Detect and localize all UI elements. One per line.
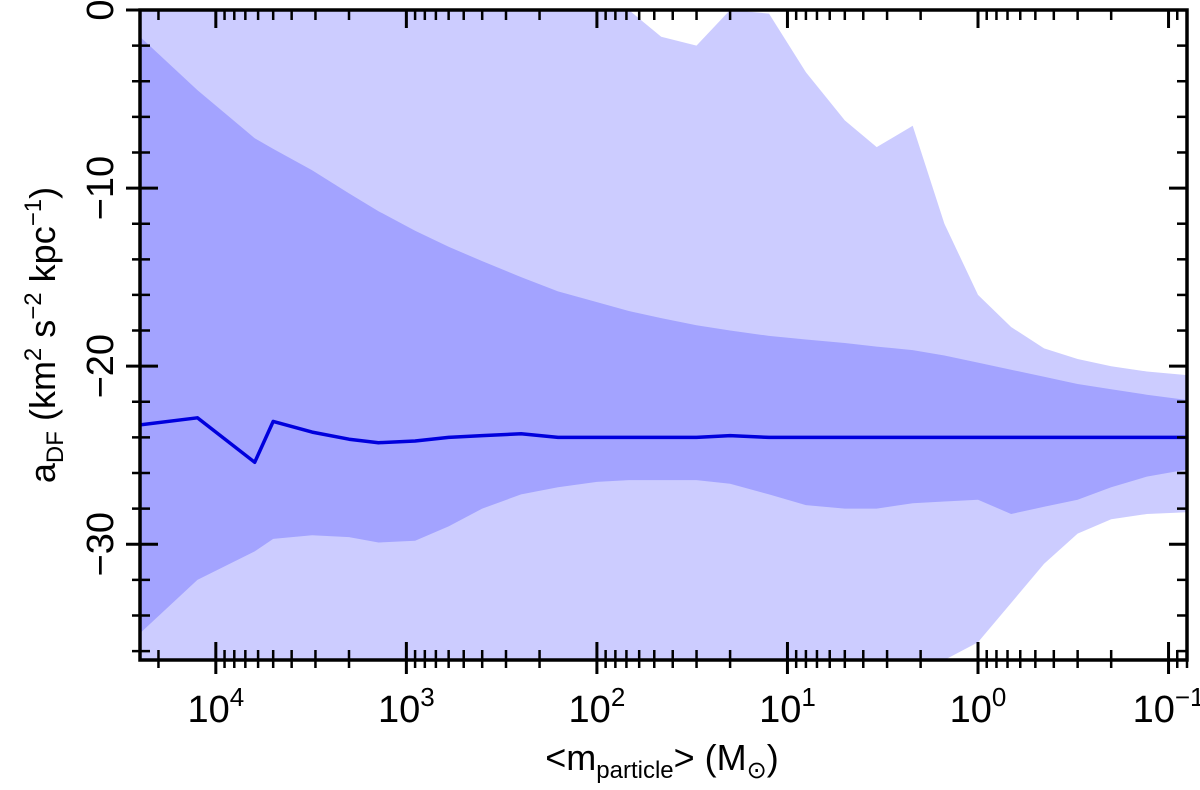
x-minor-ticks xyxy=(157,10,1189,668)
median-line xyxy=(140,416,1187,465)
y-tick-label: 0 xyxy=(80,0,122,21)
y-major-ticks xyxy=(126,8,1187,546)
y-tick-label: −30 xyxy=(80,512,122,576)
x-major-ticks xyxy=(214,10,1171,674)
x-tick-label: 103 xyxy=(378,682,435,731)
x-tick-label: 10−1 xyxy=(1133,682,1200,731)
x-tick-label: 101 xyxy=(759,682,816,731)
inner-percentile-band xyxy=(140,36,1187,634)
y-axis-label: aDF (km2 s−2 kpc−1) xyxy=(20,187,69,483)
y-tick-labels: 0 −10 −20 −30 xyxy=(80,0,122,576)
y-tick-label: −10 xyxy=(80,156,122,220)
x-tick-label: 100 xyxy=(950,682,1007,731)
x-tick-labels: 104 103 102 101 100 10−1 xyxy=(187,682,1200,731)
y-tick-label: −20 xyxy=(80,334,122,398)
x-tick-label: 104 xyxy=(187,682,244,731)
x-tick-label: 102 xyxy=(569,682,626,731)
x-axis-label: <mparticle> (M⊙) xyxy=(545,737,779,784)
y-minor-ticks xyxy=(132,44,1187,653)
plot-frame xyxy=(138,8,1189,662)
